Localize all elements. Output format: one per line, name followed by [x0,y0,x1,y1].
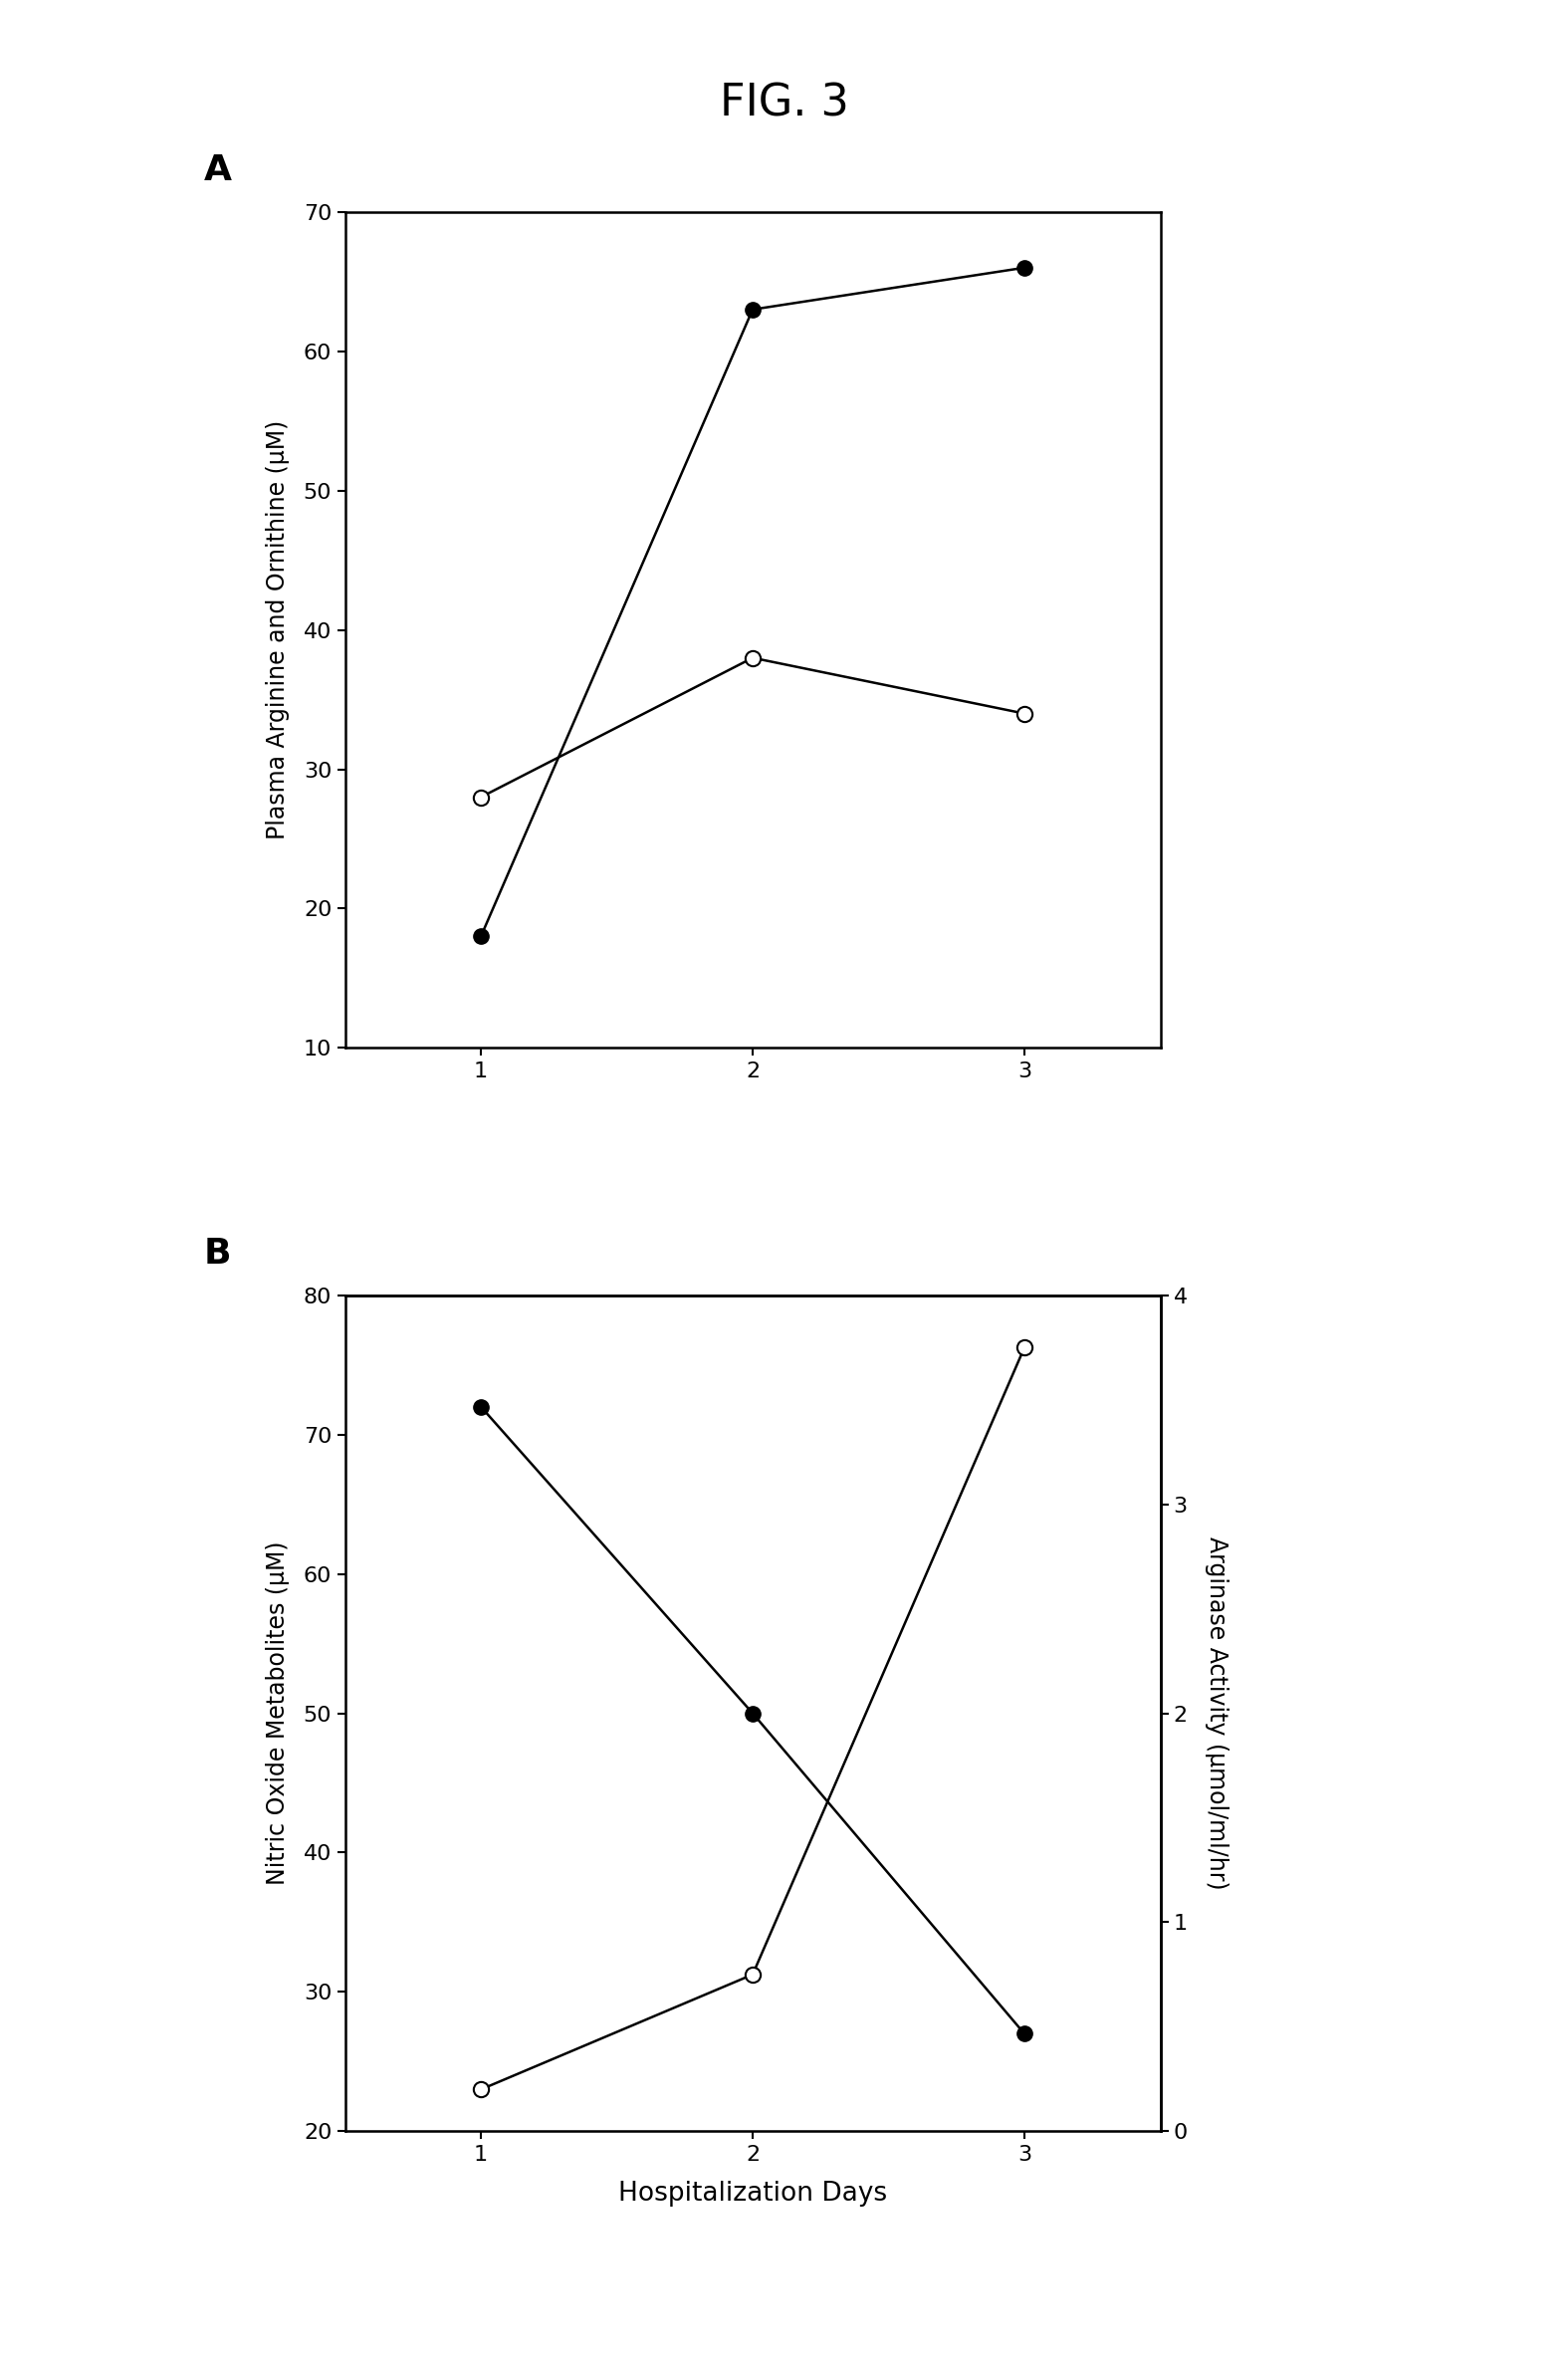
Y-axis label: Arginase Activity (μmol/ml/hr): Arginase Activity (μmol/ml/hr) [1204,1538,1228,1889]
Text: FIG. 3: FIG. 3 [720,82,848,125]
Y-axis label: Plasma Arginine and Ornithine (μM): Plasma Arginine and Ornithine (μM) [265,419,290,841]
Y-axis label: Nitric Oxide Metabolites (μM): Nitric Oxide Metabolites (μM) [265,1540,290,1886]
Text: B: B [204,1236,230,1269]
X-axis label: Hospitalization Days: Hospitalization Days [618,2181,887,2207]
Text: A: A [204,153,232,186]
